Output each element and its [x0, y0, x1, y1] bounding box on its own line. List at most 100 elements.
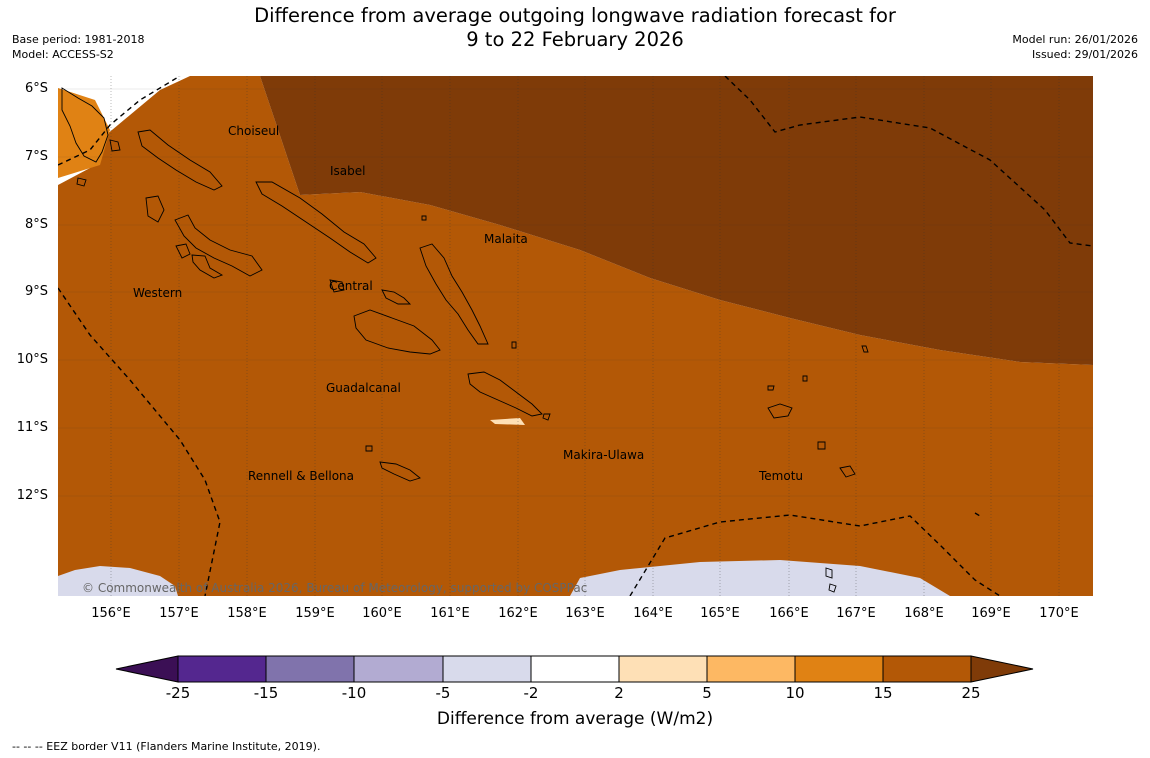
base-period: Base period: 1981-2018: [12, 33, 145, 46]
colorbar: [115, 655, 1034, 683]
vella-lavella: [145, 195, 165, 223]
lat-label: 7°S: [24, 149, 48, 164]
label-temotu: Temotu: [758, 469, 803, 483]
label-makira-ulawa: Makira-Ulawa: [563, 448, 644, 462]
meta-left: Base period: 1981-2018 Model: ACCESS-S2: [12, 32, 144, 62]
colorbar-tick: 5: [702, 684, 712, 702]
colorbar-segment-2: [265, 655, 355, 683]
colorbar-tick: 2: [614, 684, 624, 702]
colorbar-tick: 10: [785, 684, 805, 702]
shortland-islets: [76, 139, 121, 187]
eez-footnote: -- -- -- EEZ border V11 (Flanders Marine…: [12, 740, 321, 753]
model-run: Model run: 26/01/2026: [1012, 33, 1138, 46]
eez-border-southeast: [629, 514, 1001, 596]
lon-label: 168°E: [904, 606, 944, 621]
small-islands-east: [511, 341, 551, 421]
colorbar-extend-low: [115, 655, 179, 683]
issued-date: Issued: 29/01/2026: [1031, 48, 1138, 61]
lon-label: 158°E: [227, 606, 267, 621]
makira-island: [467, 371, 543, 417]
lat-label: 11°S: [16, 420, 48, 435]
title-line-2: 9 to 22 February 2026: [466, 28, 684, 51]
colorbar-segment-4: [442, 655, 532, 683]
colorbar-segment-9: [882, 655, 972, 683]
band-2-5-pocket: [490, 418, 525, 425]
lon-label: 159°E: [295, 606, 335, 621]
model-name: Model: ACCESS-S2: [12, 48, 114, 61]
colorbar-segment-8: [794, 655, 884, 683]
eez-border-southwest: [58, 287, 221, 596]
new-georgia-group: [174, 214, 263, 277]
label-rennell-bellona: Rennell & Bellona: [248, 469, 354, 483]
lat-label: 8°S: [24, 217, 48, 232]
label-isabel: Isabel: [330, 164, 365, 178]
colorbar-tick: -5: [435, 684, 451, 702]
lat-label: 9°S: [24, 284, 48, 299]
florida-islands: [381, 289, 412, 305]
lon-label: 160°E: [362, 606, 402, 621]
meta-right: Model run: 26/01/2026 Issued: 29/01/2026: [1012, 32, 1138, 62]
lon-label: 167°E: [836, 606, 876, 621]
lon-label: 162°E: [498, 606, 538, 621]
lon-label: 163°E: [565, 606, 605, 621]
label-choiseul: Choiseul: [228, 124, 279, 138]
rennell-island: [379, 461, 421, 482]
colorbar-tick: -2: [523, 684, 539, 702]
colorbar-tick: -10: [341, 684, 367, 702]
band-neg-south: [58, 566, 178, 596]
colorbar-segment-3: [353, 655, 444, 683]
title-line-1: Difference from average outgoing longwav…: [254, 4, 896, 27]
bellona-island: [365, 445, 373, 452]
bougainville-island: [61, 87, 109, 163]
lon-label: 166°E: [769, 606, 809, 621]
guadalcanal-island: [353, 309, 441, 355]
lon-label: 164°E: [633, 606, 673, 621]
label-western: Western: [133, 286, 182, 300]
lat-label: 10°S: [16, 352, 48, 367]
colorbar-segment-1: [177, 655, 267, 683]
band-15-25: [58, 76, 1093, 596]
colorbar-tick: 15: [873, 684, 893, 702]
santa-isabel-island: [255, 181, 377, 264]
label-malaita: Malaita: [484, 232, 528, 246]
copyright-note: © Commonwealth of Australia 2026, Bureau…: [82, 581, 587, 595]
map-title: Difference from average outgoing longwav…: [0, 4, 1150, 52]
eez-border-northeast: [724, 76, 1093, 247]
eez-borders: [58, 76, 1093, 596]
gridlines: [58, 76, 1093, 596]
colorbar-tick: -25: [165, 684, 191, 702]
reef-islands: [767, 375, 808, 391]
colorbar-extend-high: [970, 655, 1034, 683]
russell-islands: [329, 279, 345, 293]
utupua: [817, 441, 826, 450]
colorbar-segment-6: [618, 655, 708, 683]
band-neg-southeast: [570, 560, 950, 596]
lon-label: 156°E: [91, 606, 131, 621]
ontong-java-fragment: [861, 345, 869, 353]
lon-label: 165°E: [700, 606, 740, 621]
lat-label: 6°S: [24, 81, 48, 96]
colorbar-label: Difference from average (W/m2): [436, 709, 714, 729]
label-central: Central: [329, 279, 373, 293]
band-gt-25: [190, 76, 1093, 365]
lon-label: 161°E: [430, 606, 470, 621]
anomaly-field: Choiseul Isabel Malaita Western Central …: [58, 76, 1093, 596]
coastlines: [61, 87, 869, 593]
lon-label: 157°E: [159, 606, 199, 621]
lat-label: 12°S: [16, 488, 48, 503]
malaita-island: [419, 243, 489, 345]
colorbar-segment-5: [530, 655, 620, 683]
lon-label: 169°E: [971, 606, 1011, 621]
lon-label: 170°E: [1039, 606, 1079, 621]
rendova: [191, 254, 224, 279]
choiseul-island: [137, 129, 223, 191]
colorbar-segment-7: [706, 655, 796, 683]
label-guadalcanal: Guadalcanal: [326, 381, 401, 395]
small-islet-north: [421, 215, 427, 221]
vanikoro: [839, 465, 856, 478]
colorbar-tick: 25: [961, 684, 981, 702]
tikopia-anuta: [825, 567, 837, 593]
santa-cruz-ndeni: [767, 403, 793, 419]
eez-border-fragment: [974, 512, 981, 517]
